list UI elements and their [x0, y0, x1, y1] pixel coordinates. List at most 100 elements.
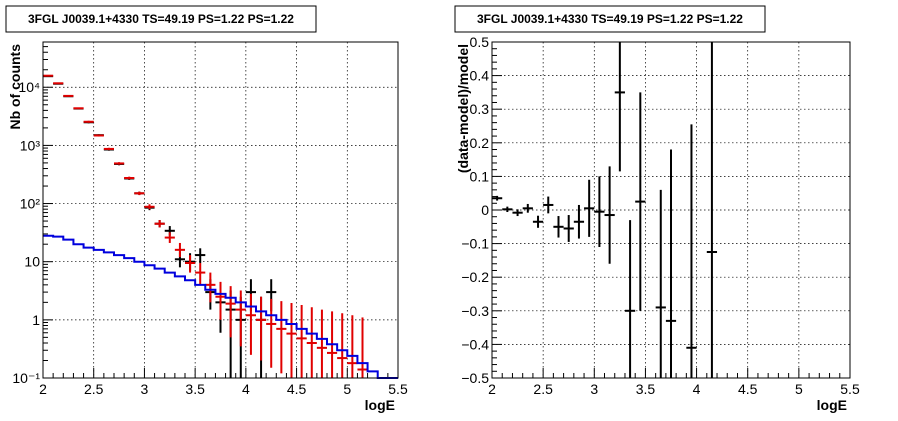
grid [43, 42, 398, 378]
chart-title: 3FGL J0039.1+4330 TS=49.19 PS=1.22 PS=1.… [28, 12, 294, 26]
x-axis-title: logE [365, 397, 395, 413]
data-point [347, 315, 358, 378]
data-point [103, 147, 114, 151]
data-point [195, 262, 206, 285]
x-tick-label: 5.5 [388, 381, 408, 397]
y-tick-label: −0.3 [461, 303, 489, 319]
x-tick-label: 2.5 [84, 381, 104, 397]
data-point [235, 290, 246, 347]
y-tick-label: 10⁴ [18, 79, 40, 95]
data-point [553, 216, 564, 238]
chart-title-box: 3FGL J0039.1+4330 TS=49.19 PS=1.22 PS=1.… [5, 5, 317, 33]
data-point [584, 179, 595, 237]
y-tick-label: 10³ [20, 137, 41, 153]
chart-title-box: 3FGL J0039.1+4330 TS=49.19 PS=1.22 PS=1.… [454, 5, 766, 33]
data-point [215, 281, 226, 320]
y-tick-label: 0 [481, 202, 489, 218]
model-step-line [43, 234, 398, 379]
data-point [266, 298, 277, 368]
data-point [337, 313, 348, 378]
y-tick-label: 10 [24, 254, 40, 270]
y-tick-label: 1 [32, 312, 40, 328]
data-point [144, 204, 155, 210]
data-point [296, 305, 307, 378]
data-point [512, 209, 523, 217]
x-tick-label: 5.5 [840, 381, 860, 397]
title-box-border [5, 5, 317, 33]
y-tick-label: −0.5 [461, 370, 489, 386]
data-point [543, 196, 554, 214]
series-2 [43, 234, 398, 379]
data-point [83, 120, 94, 123]
data-point [306, 307, 317, 378]
x-tick-label: 4.5 [738, 381, 758, 397]
data-point [563, 215, 574, 242]
data-point [245, 293, 256, 355]
data-point [134, 191, 145, 196]
data-point [225, 286, 236, 338]
data-point [635, 92, 646, 311]
data-point [164, 232, 175, 243]
x-axis-title: logE [817, 397, 847, 413]
ticks: 2 2.5 3 3.5 4 4.5 5 5.5 10⁻¹ 1 10 10² 10³ 10⁴ [12, 41, 408, 397]
plot-frame [42, 41, 399, 379]
data-point [573, 204, 585, 239]
x-tick-label: 3 [590, 381, 598, 397]
data-point [114, 162, 125, 165]
data-point [124, 176, 135, 180]
series-0 [492, 42, 718, 378]
ticks: 2 2.5 3 3.5 4 4.5 5 5.5 −0.5 −0.4 −0.3 −0.2 −0.1 0 0.1… [461, 34, 860, 397]
x-tick-label: 2 [488, 381, 496, 397]
data-point [502, 206, 513, 213]
y-tick-label: 10² [20, 196, 41, 212]
data-point [93, 134, 104, 137]
data-point [624, 220, 636, 378]
title-box-border [454, 5, 766, 33]
data-point [73, 107, 84, 110]
x-tick-label: 2.5 [533, 381, 553, 397]
data-point [185, 255, 196, 273]
grid [492, 42, 850, 378]
x-tick-label: 3.5 [185, 381, 205, 397]
y-tick-label: 0.1 [470, 168, 490, 184]
data-point [195, 248, 206, 263]
y-tick-label: −0.4 [461, 336, 489, 352]
plot-frame [491, 41, 851, 379]
data-point [316, 309, 327, 378]
data-point [614, 42, 625, 172]
y-axis-title: (data-model)/model [455, 44, 471, 173]
data-point [63, 94, 74, 97]
y-tick-label: 10⁻¹ [12, 370, 40, 386]
data-point [532, 215, 544, 228]
data-point [706, 42, 718, 378]
x-tick-label: 4.5 [287, 381, 307, 397]
x-tick-label: 4 [693, 381, 701, 397]
x-tick-label: 3.5 [636, 381, 656, 397]
data-point [686, 124, 697, 378]
data-point [43, 74, 54, 77]
x-tick-label: 4 [242, 381, 250, 397]
panel-counts: 2 2.5 3 3.5 4 4.5 5 5.5 10⁻¹ 1 10 10² 10³ 10⁴ 3FGL J00… [5, 5, 408, 413]
y-tick-label: −0.2 [461, 269, 489, 285]
data-point [655, 189, 666, 378]
x-tick-label: 5 [795, 381, 803, 397]
data-point [522, 203, 533, 213]
x-tick-label: 3 [141, 381, 149, 397]
data-point [604, 166, 615, 264]
panel-residuals: 2 2.5 3 3.5 4 4.5 5 5.5 −0.5 −0.4 −0.3 −0.2 −0.1 0 0.1… [454, 5, 860, 413]
x-tick-label: 5 [343, 381, 351, 397]
y-axis-title: Nb of counts [7, 44, 23, 130]
y-tick-label: 0.3 [470, 101, 490, 117]
y-tick-label: 0.5 [470, 34, 490, 50]
chart-title: 3FGL J0039.1+4330 TS=49.19 PS=1.22 PS=1.… [477, 12, 743, 26]
data-point [154, 220, 165, 228]
y-tick-label: 0.4 [470, 68, 490, 84]
data-point [205, 272, 216, 303]
y-tick-label: 0.2 [470, 135, 490, 151]
data-point [357, 317, 368, 378]
data-point [665, 149, 677, 378]
data-point [276, 301, 287, 374]
data-point [594, 176, 605, 247]
x-tick-label: 2 [39, 381, 47, 397]
